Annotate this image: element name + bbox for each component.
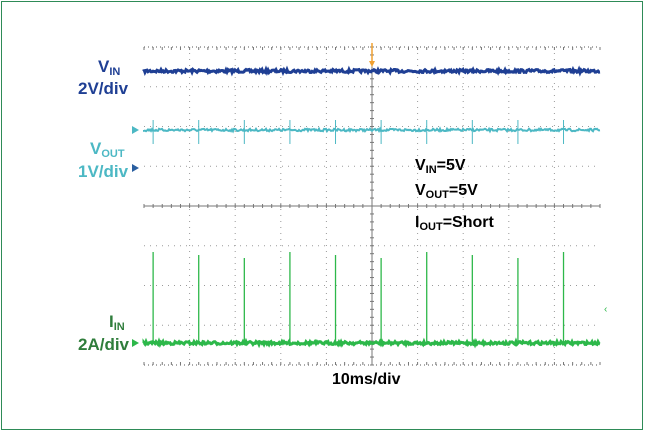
iin-label: IIN: [109, 312, 125, 333]
vin-scale-label: 2V/div: [78, 79, 129, 98]
condition-iout: IOUT=Short: [415, 214, 494, 233]
vout-trace: [143, 126, 601, 134]
vin-trace: [142, 65, 601, 77]
vout-ground-marker: [132, 126, 139, 134]
vin-label: VIN: [98, 57, 121, 78]
timebase-label: 10ms/div: [332, 371, 401, 388]
condition-vin: VIN=5V: [415, 157, 466, 176]
scope-traces: [142, 65, 601, 349]
vout-label: VOUT: [90, 139, 125, 160]
vout-offset-marker: [132, 164, 139, 172]
scope-grid: [143, 46, 601, 366]
channel-markers: ‹: [132, 43, 607, 347]
iin-right-marker: ‹: [604, 304, 607, 315]
condition-vout: VOUT=5V: [415, 182, 478, 201]
trigger-arrow: [369, 61, 375, 67]
iin-scale-label: 2A/div: [78, 335, 130, 354]
iin-ground-marker: [132, 339, 139, 347]
vout-scale-label: 1V/div: [78, 162, 129, 181]
iin-trace: [142, 337, 601, 349]
